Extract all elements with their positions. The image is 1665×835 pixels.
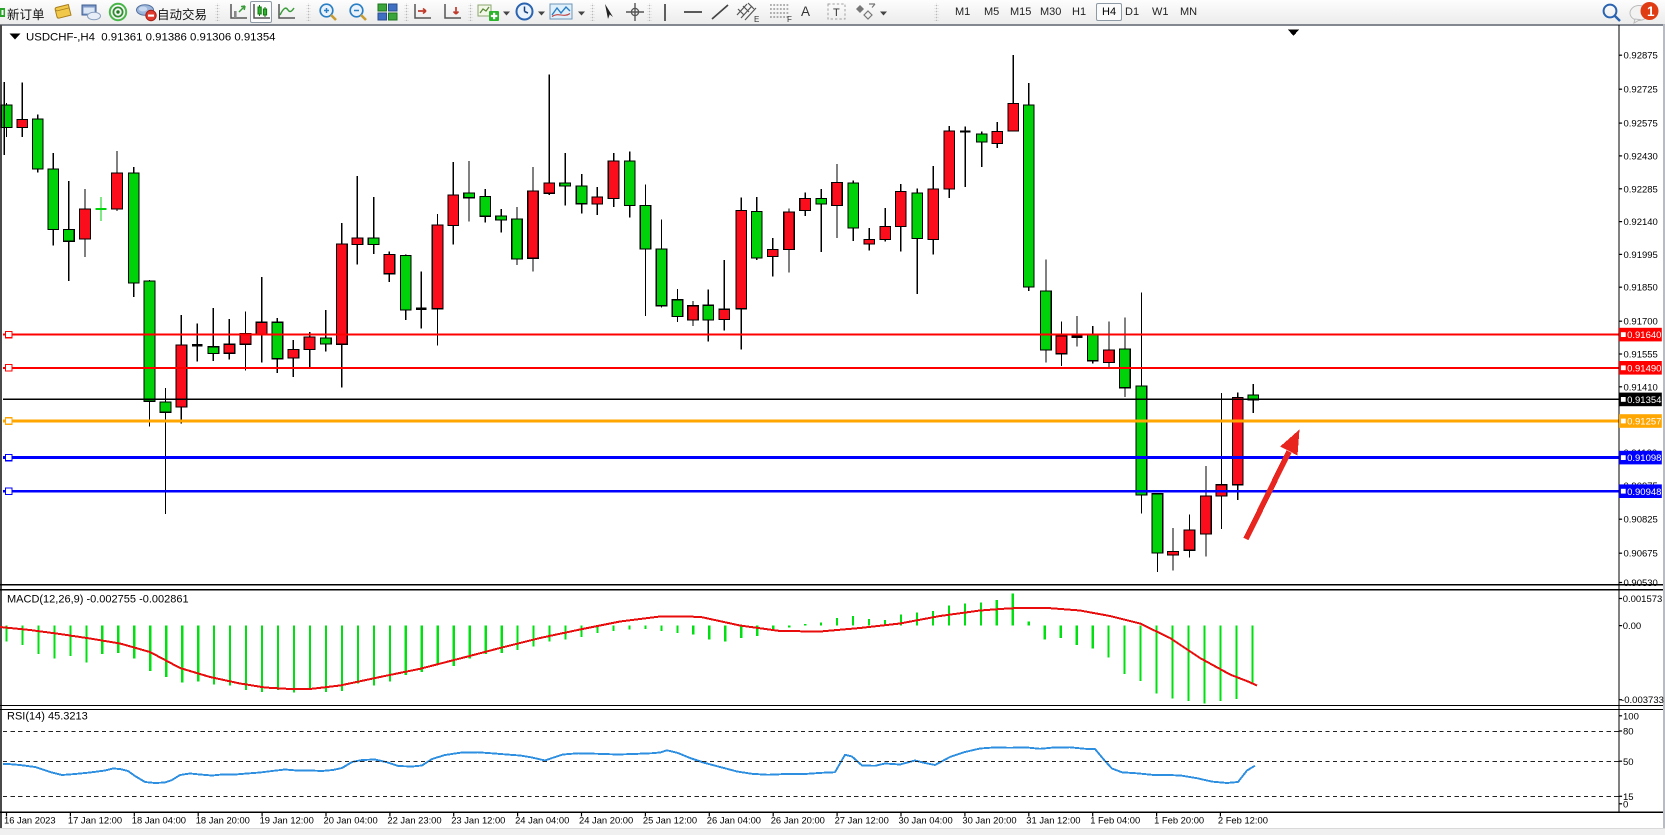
svg-text:23 Jan 12:00: 23 Jan 12:00 bbox=[451, 815, 505, 826]
svg-text:27 Jan 12:00: 27 Jan 12:00 bbox=[835, 815, 889, 826]
svg-text:0.91410: 0.91410 bbox=[1624, 382, 1658, 393]
svg-text:0.91640: 0.91640 bbox=[1627, 330, 1661, 341]
svg-text:22 Jan 23:00: 22 Jan 23:00 bbox=[387, 815, 441, 826]
svg-text:0.91995: 0.91995 bbox=[1624, 250, 1658, 261]
svg-text:E: E bbox=[754, 15, 759, 23]
svg-text:0.91555: 0.91555 bbox=[1624, 350, 1658, 361]
svg-text:30 Jan 20:00: 30 Jan 20:00 bbox=[962, 815, 1016, 826]
svg-text:T: T bbox=[833, 7, 840, 19]
svg-text:18 Jan 20:00: 18 Jan 20:00 bbox=[196, 815, 250, 826]
svg-text:1: 1 bbox=[1647, 4, 1655, 19]
svg-text:15: 15 bbox=[1623, 792, 1634, 803]
svg-text:24 Jan 04:00: 24 Jan 04:00 bbox=[515, 815, 569, 826]
svg-text:0.90530: 0.90530 bbox=[1624, 578, 1658, 589]
svg-text:0.90825: 0.90825 bbox=[1624, 515, 1658, 526]
svg-text:18 Jan 04:00: 18 Jan 04:00 bbox=[132, 815, 186, 826]
svg-text:0.91354: 0.91354 bbox=[1627, 395, 1661, 406]
svg-text:2 Feb 12:00: 2 Feb 12:00 bbox=[1218, 815, 1268, 826]
svg-text:MACD(12,26,9) -0.002755 -0.002: MACD(12,26,9) -0.002755 -0.002861 bbox=[7, 594, 189, 606]
svg-text:17 Jan 12:00: 17 Jan 12:00 bbox=[68, 815, 122, 826]
svg-text:26 Jan 20:00: 26 Jan 20:00 bbox=[771, 815, 825, 826]
svg-text:0.91257: 0.91257 bbox=[1627, 417, 1661, 428]
svg-text:24 Jan 20:00: 24 Jan 20:00 bbox=[579, 815, 633, 826]
svg-text:1 Feb 20:00: 1 Feb 20:00 bbox=[1154, 815, 1204, 826]
svg-text:USDCHF-,H4 0.91361 0.91386 0.: USDCHF-,H4 0.91361 0.91386 0.91306 0.913… bbox=[26, 32, 276, 44]
svg-text:0.91490: 0.91490 bbox=[1627, 363, 1661, 374]
svg-text:0.92725: 0.92725 bbox=[1624, 85, 1658, 96]
svg-text:RSI(14) 45.3213: RSI(14) 45.3213 bbox=[7, 711, 88, 723]
svg-text:25 Jan 12:00: 25 Jan 12:00 bbox=[643, 815, 697, 826]
svg-text:0: 0 bbox=[1623, 799, 1628, 810]
svg-text:0.91850: 0.91850 bbox=[1624, 283, 1658, 294]
svg-text:100: 100 bbox=[1623, 711, 1639, 722]
svg-text:0.92575: 0.92575 bbox=[1624, 119, 1658, 130]
svg-text:0.92430: 0.92430 bbox=[1624, 151, 1658, 162]
svg-text:F: F bbox=[787, 15, 792, 23]
svg-text:20 Jan 04:00: 20 Jan 04:00 bbox=[324, 815, 378, 826]
svg-text:0.91700: 0.91700 bbox=[1624, 317, 1658, 328]
svg-text:80: 80 bbox=[1623, 727, 1634, 738]
svg-text:0.90948: 0.90948 bbox=[1627, 487, 1661, 498]
svg-text:1 Feb 04:00: 1 Feb 04:00 bbox=[1090, 815, 1140, 826]
svg-text:0.001573: 0.001573 bbox=[1623, 594, 1663, 605]
svg-text:30 Jan 04:00: 30 Jan 04:00 bbox=[899, 815, 953, 826]
svg-text:16 Jan 2023: 16 Jan 2023 bbox=[4, 815, 56, 826]
svg-text:0.92140: 0.92140 bbox=[1624, 217, 1658, 228]
svg-text:-0.003733: -0.003733 bbox=[1621, 695, 1664, 706]
svg-text:0.92875: 0.92875 bbox=[1624, 51, 1658, 62]
svg-text:19 Jan 12:00: 19 Jan 12:00 bbox=[260, 815, 314, 826]
svg-text:26 Jan 04:00: 26 Jan 04:00 bbox=[707, 815, 761, 826]
svg-text:0.00: 0.00 bbox=[1623, 621, 1642, 632]
svg-text:0.90675: 0.90675 bbox=[1624, 549, 1658, 560]
svg-text:0.91098: 0.91098 bbox=[1627, 453, 1661, 464]
svg-text:50: 50 bbox=[1623, 757, 1634, 768]
svg-text:0.92285: 0.92285 bbox=[1624, 184, 1658, 195]
svg-text:31 Jan 12:00: 31 Jan 12:00 bbox=[1026, 815, 1080, 826]
